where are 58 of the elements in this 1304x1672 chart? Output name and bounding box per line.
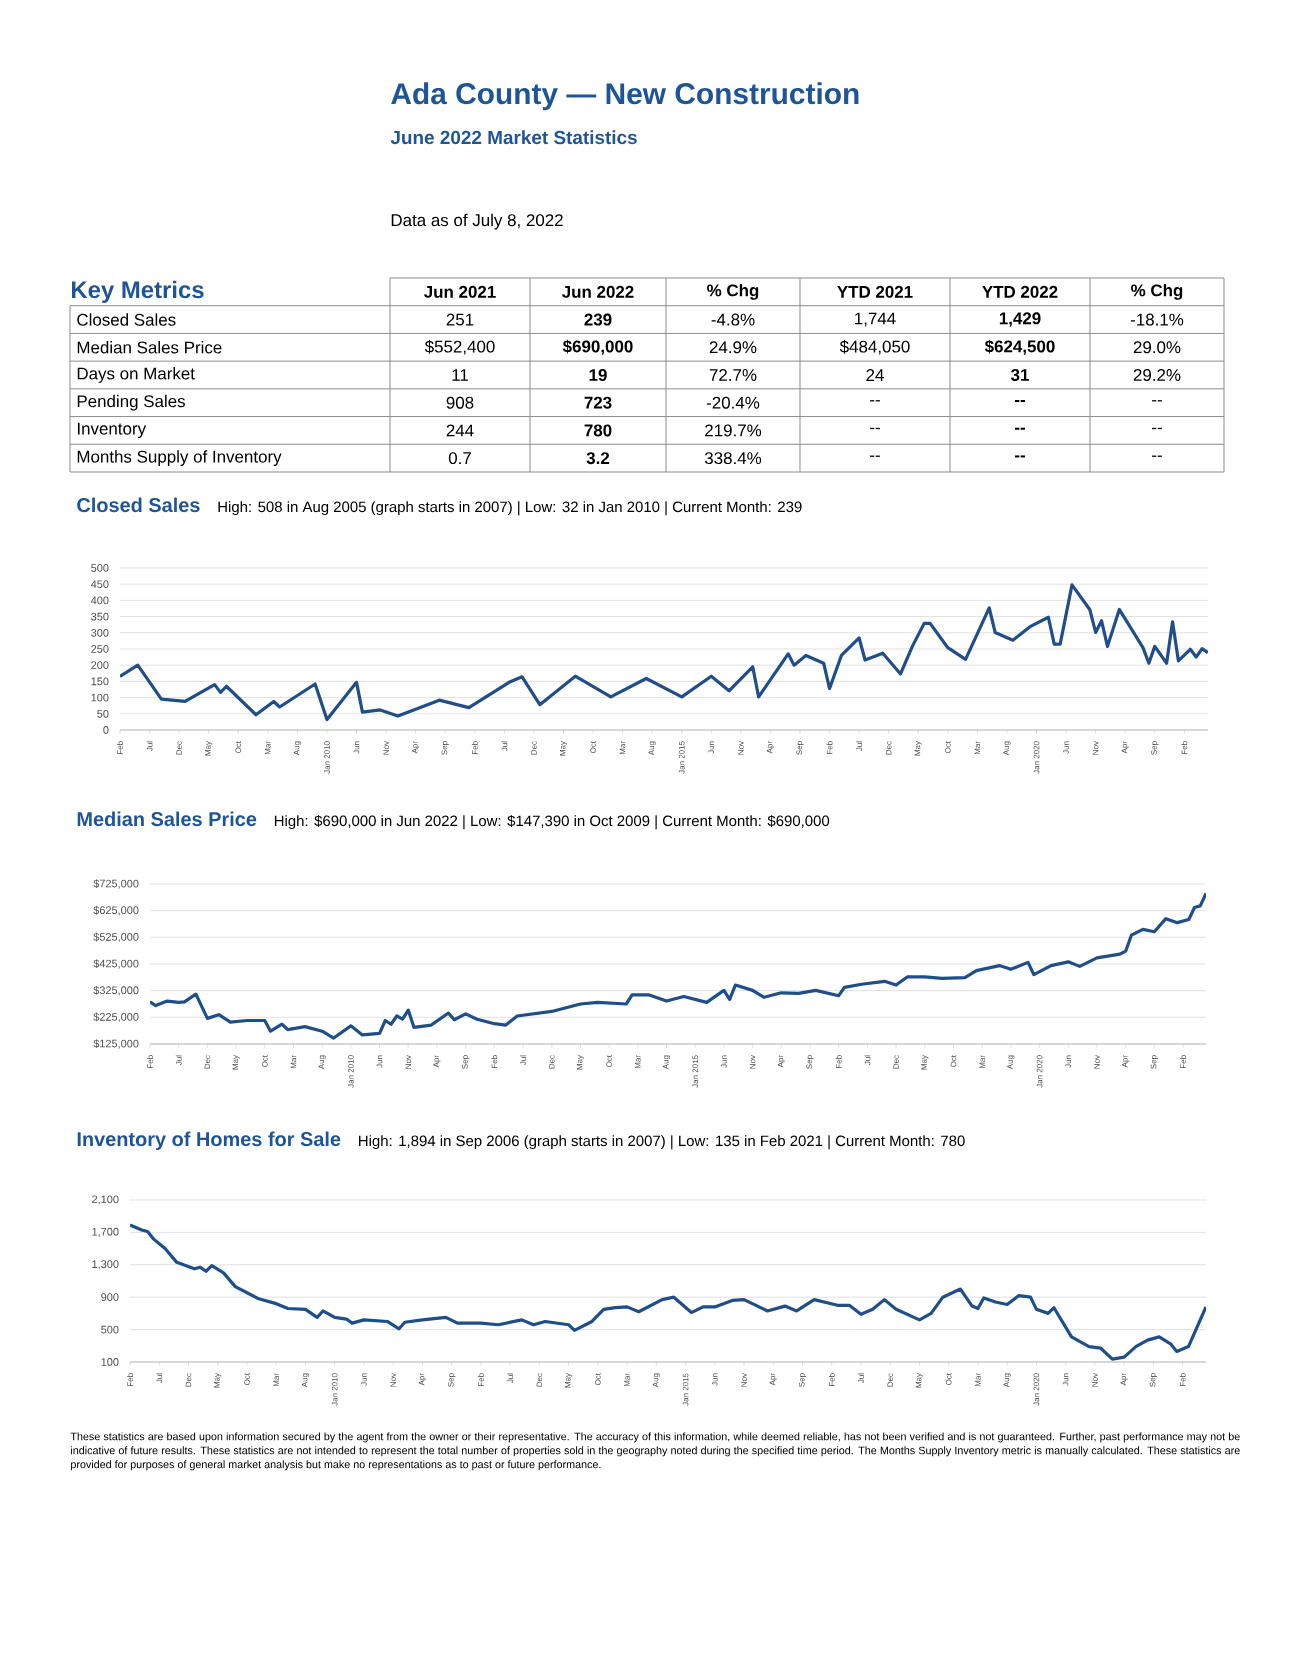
text: 31 (1010, 369, 1029, 381)
text: -- (870, 427, 880, 430)
text: -- (1152, 427, 1162, 430)
text: -- (1015, 400, 1025, 403)
line-series (120, 583, 1208, 722)
chart-title: Median Sales Price (77, 811, 257, 827)
category-label: YTD 2021 (837, 285, 913, 298)
text: 338.4% (704, 452, 762, 465)
text: 780 (584, 424, 612, 437)
text: -20.4% (706, 396, 760, 409)
line-series (150, 891, 1207, 1040)
text: 3.2 (586, 452, 610, 465)
text: -- (1152, 400, 1162, 402)
text: -- (1015, 455, 1025, 458)
chart-title: Closed Sales (77, 497, 200, 513)
text: 908 (446, 396, 474, 409)
text: Ada County — New Construction (391, 82, 859, 111)
text: 29.2% (1133, 369, 1181, 381)
text: -- (870, 455, 880, 457)
text: 251 (446, 313, 474, 326)
text: Data as of July 8, 2022 (391, 213, 563, 230)
chart-title: Inventory of Homes for Sale (77, 1131, 341, 1151)
text: -- (1015, 427, 1025, 430)
text: $484,050 (839, 339, 910, 355)
text: 239 (584, 313, 612, 326)
category-label: Median Sales Price (77, 341, 222, 354)
text: $624,500 (984, 339, 1055, 355)
category-label: % Chg (1131, 283, 1183, 300)
text: 24.9% (709, 341, 757, 354)
text: 244 (446, 424, 474, 437)
text: -- (1152, 455, 1162, 457)
text: -- (870, 400, 880, 402)
category-label: % Chg (707, 283, 759, 300)
text: 72.7% (709, 369, 757, 381)
text: 0.7 (448, 452, 471, 465)
category-label: Months Supply of Inventory (77, 450, 282, 467)
category-label: Inventory (77, 422, 147, 438)
text: June 2022 Market Statistics (390, 130, 637, 145)
category-label: Closed Sales (77, 313, 176, 326)
text: -4.8% (711, 313, 755, 326)
category-label: Days on Market (77, 367, 195, 383)
text: 29.0% (1133, 341, 1181, 354)
line-series (130, 1223, 1207, 1361)
text: 11 (452, 369, 468, 381)
category-label: YTD 2022 (982, 285, 1058, 298)
text: 19 (589, 369, 607, 381)
text: -18.1% (1130, 313, 1184, 326)
category-label: Jun 2022 (562, 285, 634, 298)
text: 1,744 (855, 312, 896, 327)
text: $552,400 (424, 339, 495, 355)
text: 24 (866, 369, 884, 381)
category-label: Jun 2021 (424, 285, 496, 298)
text: 219.7% (705, 424, 762, 437)
text: $690,000 (562, 339, 633, 355)
text: 1,429 (999, 312, 1041, 327)
category-label: Pending Sales (77, 394, 185, 411)
text: Key Metrics (71, 280, 204, 303)
text: 723 (584, 396, 612, 409)
